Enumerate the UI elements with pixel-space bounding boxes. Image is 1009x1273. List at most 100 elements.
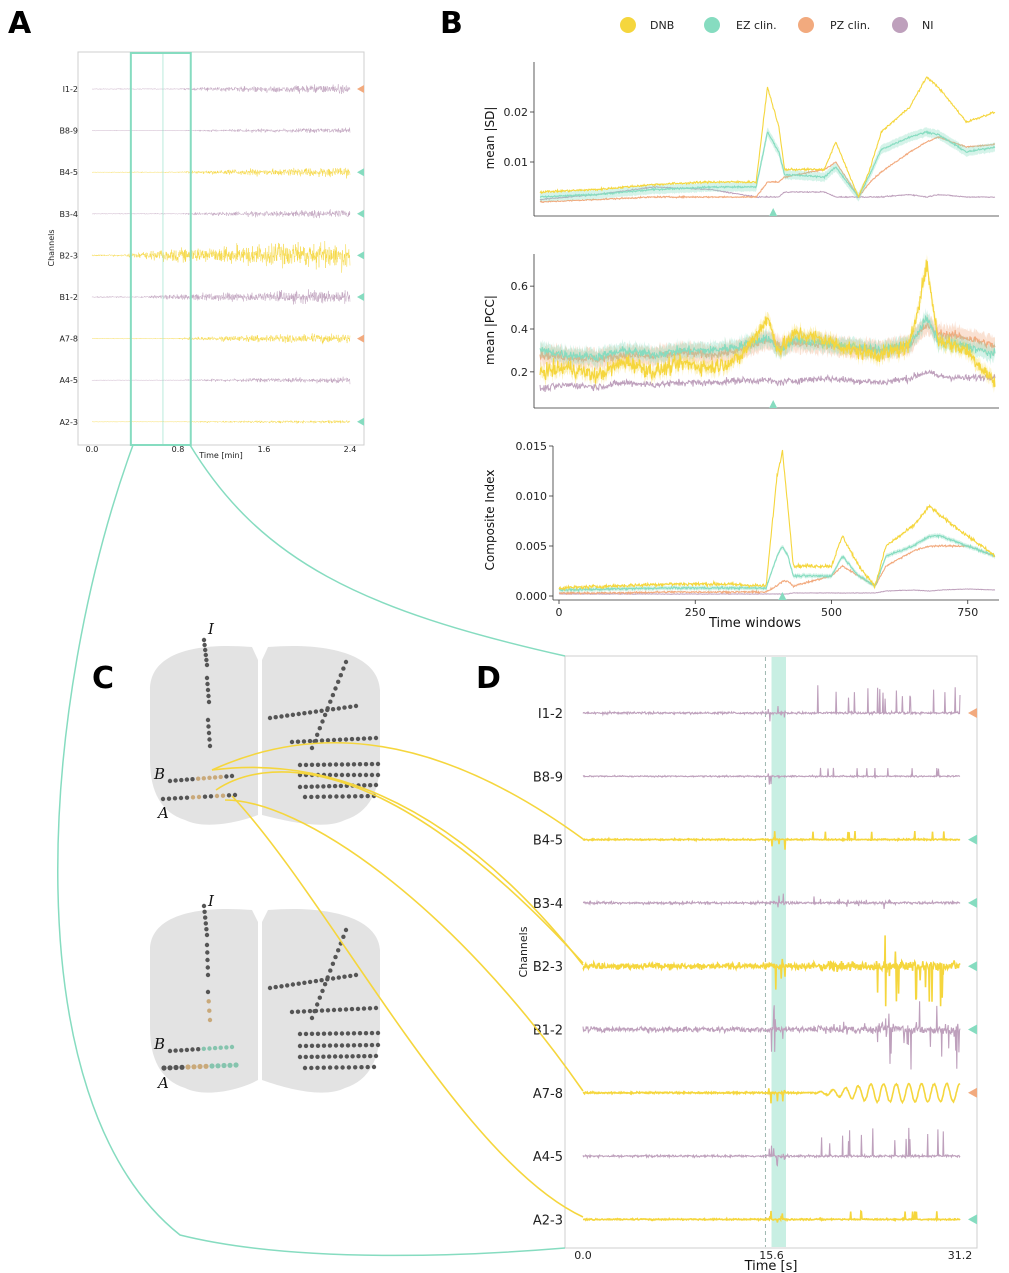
electrode-contact: [332, 783, 338, 789]
electrode-contact: [173, 778, 178, 783]
electrode-contact: [336, 706, 341, 711]
panel-d-channel-label: B8-9: [533, 770, 563, 785]
electrode-contact: [327, 772, 333, 778]
electrode-contact: [333, 1031, 339, 1036]
legend-label-ni: NI: [922, 19, 933, 32]
panel-d-xtick: 0.0: [574, 1249, 592, 1262]
electrode-contact: [203, 647, 208, 653]
electrode-contact: [203, 915, 208, 920]
electrode-contact: [285, 983, 290, 988]
electrode-contact: [301, 1009, 307, 1014]
panel-d-trace: [582, 1082, 961, 1105]
electrode-contact: [322, 712, 328, 718]
electrode-contact: [205, 950, 210, 955]
panel-d-marker: [968, 1087, 977, 1098]
electrode-contact: [342, 705, 347, 710]
x-tick-label: 0: [556, 606, 563, 619]
electrode-contact: [220, 793, 226, 798]
electrode-contact: [166, 796, 172, 801]
panel-b-pcc-plot: 0.2 0.4 0.6: [511, 254, 999, 409]
electrode-label-a-top: A: [156, 804, 169, 822]
electrode-contact: [334, 1065, 339, 1070]
electrode-contact: [375, 1042, 381, 1048]
electrode-contact: [369, 772, 375, 778]
electrode-contact: [302, 980, 307, 985]
electrode-contact: [233, 1062, 239, 1068]
electrode-contact: [160, 796, 166, 802]
electrode-contact: [321, 1043, 327, 1048]
electrode-contact: [359, 794, 364, 799]
electrode-contact: [327, 784, 332, 789]
onset-marker: [769, 208, 778, 216]
electrode-contact: [167, 1065, 173, 1071]
electrode-label-b-top: B: [153, 765, 165, 783]
brain-top-right-hemisphere: [262, 645, 380, 825]
electrode-contact: [224, 774, 229, 779]
electrode-contact: [319, 1008, 325, 1013]
legend-label-pz: PZ clin.: [830, 19, 870, 32]
electrode-contact: [218, 1045, 223, 1050]
electrode-contact: [309, 1065, 314, 1071]
electrode-contact: [353, 972, 359, 978]
panel-d-channel-label: B1-2: [533, 1024, 563, 1039]
electrode-contact: [321, 1054, 326, 1059]
electrode-contact: [309, 1054, 314, 1060]
electrode-contact: [330, 707, 336, 712]
brain-bottom-right-hemisphere: [262, 908, 380, 1093]
series-line: [539, 315, 996, 362]
panel-d-channel-label: I1-2: [538, 707, 563, 722]
y-tick-label: 0.6: [511, 280, 529, 293]
electrode-contact: [313, 978, 319, 984]
electrode-contact: [341, 666, 346, 671]
panel-a-marker: [357, 293, 364, 301]
electrode-contact: [196, 1047, 201, 1052]
legend-swatch-pz: [798, 17, 814, 33]
electrode-contact: [321, 1031, 327, 1036]
electrode-contact: [206, 724, 211, 729]
electrode-contact: [302, 711, 307, 716]
electrode-contact: [307, 979, 313, 985]
panel-b-metrics: 0.010.02 0.20.40.6 0.0000.0050.0100.0150…: [483, 62, 999, 631]
panel-d-trace: [582, 685, 961, 722]
panel-a-marker: [357, 417, 364, 426]
brain-top: [150, 637, 381, 825]
panel-d-ylabel: Channels: [517, 926, 530, 977]
electrode-contact: [348, 973, 353, 979]
electrode-contact: [333, 686, 338, 691]
panel-a-marker: [357, 209, 364, 218]
electrode-contact: [309, 1031, 315, 1037]
panel-d-marker: [968, 1214, 977, 1225]
electrode-contact: [317, 995, 322, 1000]
electrode-contact: [342, 974, 347, 979]
electrode-contact: [273, 715, 278, 720]
panel-d-channel-label: B2-3: [533, 960, 563, 975]
panel-b2-ylabel: mean |PCC|: [483, 295, 497, 365]
electrode-contact: [303, 1054, 308, 1060]
electrode-contact: [330, 692, 336, 698]
electrode-contact: [369, 1030, 375, 1036]
electrode-contact: [303, 762, 309, 768]
panel-d-xtick: 15.6: [759, 1249, 784, 1262]
electrode-contact: [201, 637, 207, 643]
electrode-contact: [203, 1063, 209, 1069]
electrode-contact: [337, 1007, 343, 1012]
panel-a-trace: [92, 419, 351, 425]
electrode-contact: [315, 1054, 320, 1060]
electrode-contact: [325, 1008, 331, 1013]
electrode-contact: [289, 739, 295, 745]
panel-d-marker: [968, 961, 977, 972]
electrode-contact: [338, 1054, 344, 1059]
electrode-contact: [320, 988, 325, 994]
electrode-contact: [204, 932, 210, 938]
electrode-contact: [205, 989, 211, 995]
panel-a-xtick: 1.6: [258, 445, 271, 454]
electrode-contact: [207, 1046, 212, 1051]
electrode-contact: [363, 1043, 369, 1048]
electrode-contact: [361, 736, 367, 741]
series-line: [539, 186, 996, 201]
electrode-contact: [330, 961, 336, 966]
panel-a-trace: [91, 240, 351, 273]
electrode-contact: [343, 737, 349, 742]
panel-d-trace: [583, 1209, 961, 1223]
electrode-contact: [356, 1054, 361, 1059]
